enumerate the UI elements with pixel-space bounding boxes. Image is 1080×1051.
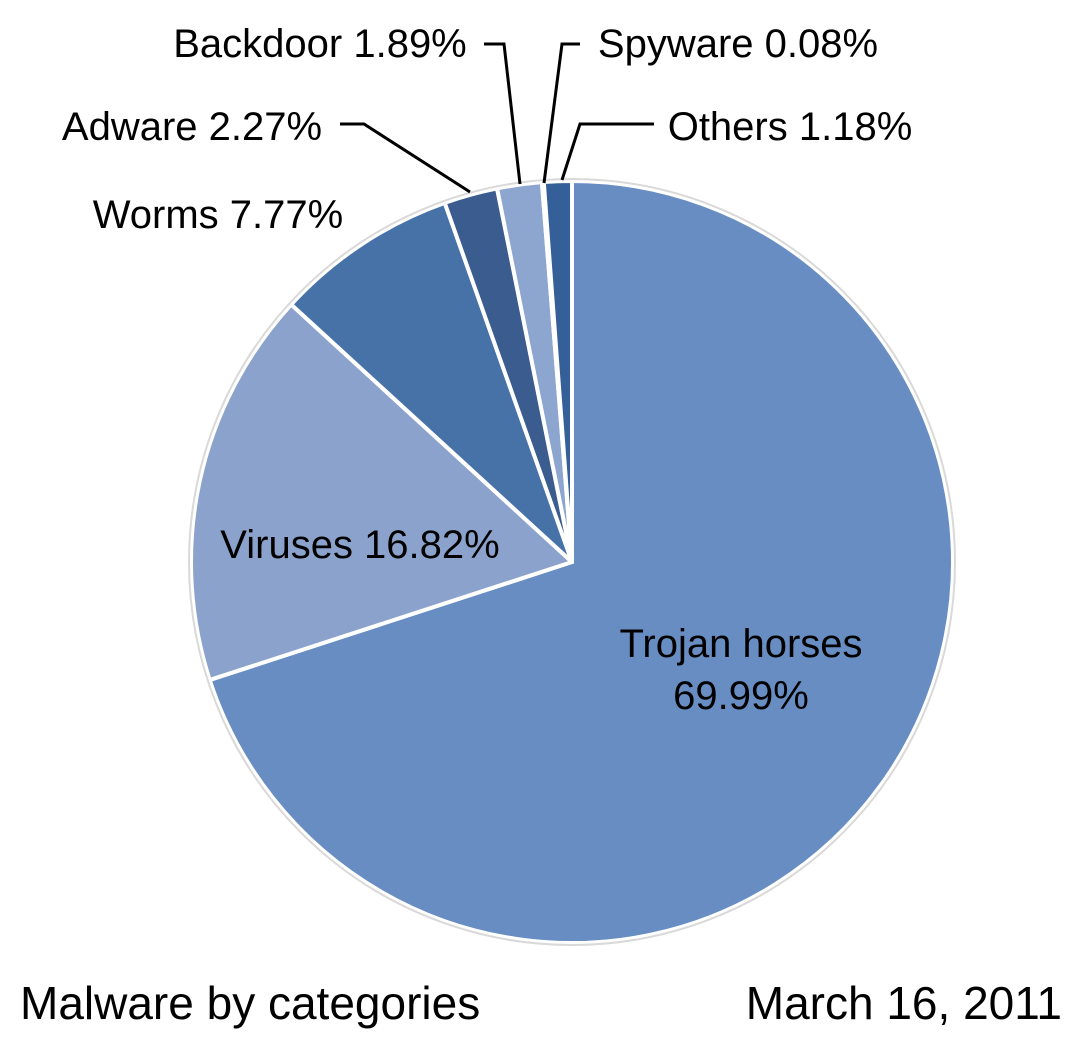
slice-label-spyware: Spyware 0.08% (598, 22, 878, 66)
slice-label-backdoor: Backdoor 1.89% (173, 22, 467, 66)
leader-line-spyware (542, 42, 580, 184)
pie-slice-worms (289, 200, 574, 564)
slice-label-viruses: Viruses 16.82% (220, 523, 499, 567)
leader-lines (340, 42, 654, 194)
leader-line-adware (340, 122, 471, 194)
leader-line-others (560, 122, 654, 181)
pie-slice-trojan-horses (207, 179, 955, 945)
slice-label-trojan-horses: Trojan horses 69.99% (619, 622, 862, 718)
slice-labels: Trojan horses 69.99% Viruses 16.82% Worms 7… (62, 22, 912, 718)
slice-label-others: Others 1.18% (668, 105, 913, 149)
slice-label-adware: Adware 2.27% (62, 105, 322, 149)
leader-line-backdoor (484, 42, 522, 185)
slice-label-worms: Worms 7.77% (93, 193, 343, 237)
chart-title: Malware by categories (20, 977, 481, 1029)
pie-slice-viruses (189, 302, 574, 682)
chart-date: March 16, 2011 (745, 977, 1062, 1029)
pie-outline (188, 178, 956, 946)
